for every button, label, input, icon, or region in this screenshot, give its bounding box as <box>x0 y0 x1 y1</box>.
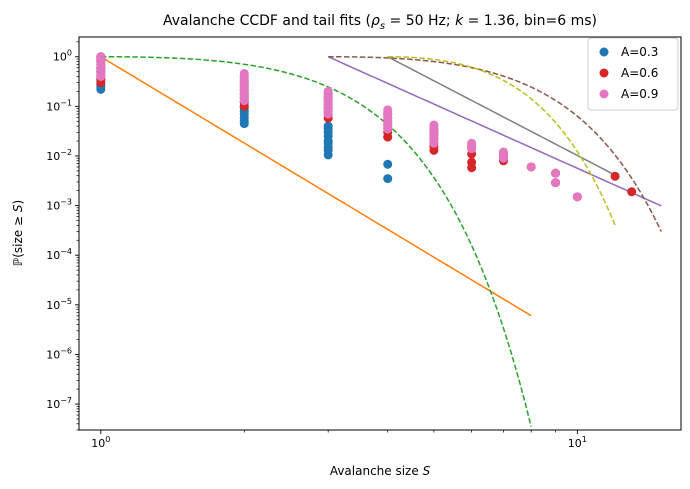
point-series-1 <box>239 119 249 129</box>
y-tick-label: 10−4 <box>46 247 72 262</box>
point-series-3 <box>572 192 582 202</box>
fit-line-2 <box>100 55 532 427</box>
legend-box <box>587 37 679 111</box>
point-series-2 <box>467 163 477 173</box>
point-series-3 <box>551 168 561 178</box>
point-series-2 <box>610 171 620 181</box>
y-tick-label: 100 <box>53 49 72 64</box>
legend-label: A=0.9 <box>621 87 658 101</box>
point-series-3 <box>323 109 333 119</box>
point-series-3 <box>239 96 249 106</box>
fit-line-4 <box>328 55 662 232</box>
point-series-3 <box>526 162 536 172</box>
fit-line-1 <box>100 56 532 317</box>
y-tick-label: 10−7 <box>46 396 72 411</box>
point-series-2 <box>383 132 393 142</box>
point-series-1 <box>383 159 393 169</box>
legend-marker <box>599 68 609 78</box>
point-series-3 <box>551 178 561 188</box>
point-series-1 <box>96 84 106 94</box>
point-series-2 <box>96 78 106 88</box>
point-series-2 <box>627 187 637 197</box>
point-series-3 <box>96 71 106 81</box>
fit-line-3 <box>327 56 662 207</box>
y-tick-label: 10−1 <box>46 98 72 113</box>
y-axis-label: ℙ(size ≥ S) <box>11 200 25 266</box>
x-tick-label: 100 <box>91 435 110 450</box>
chart-title: Avalanche CCDF and tail fits (ρs = 50 Hz… <box>163 13 597 32</box>
x-tick-label: 101 <box>568 435 587 450</box>
plot-frame <box>78 36 682 431</box>
point-series-3 <box>429 138 439 148</box>
point-series-3 <box>499 153 509 163</box>
y-tick-label: 10−5 <box>46 297 72 312</box>
fit-line-5 <box>387 56 616 176</box>
fit-line-6 <box>387 55 616 226</box>
y-tick-label: 10−6 <box>46 346 72 361</box>
point-series-1 <box>383 174 393 184</box>
legend-label: A=0.6 <box>621 66 658 80</box>
point-series-3 <box>383 124 393 134</box>
legend-label: A=0.3 <box>621 45 658 59</box>
x-axis-label: Avalanche size S <box>330 464 431 478</box>
legend-marker <box>599 47 609 57</box>
point-series-1 <box>323 150 333 160</box>
fit-lines <box>100 55 662 427</box>
legend: A=0.3 A=0.6 A=0.9 <box>587 37 679 111</box>
plot-area <box>79 37 681 430</box>
y-tick-label: 10−3 <box>46 198 72 213</box>
axis-ticks: 100 101 10−7 10−6 10−5 10−4 10−3 10−2 10−1 100 <box>46 41 587 450</box>
point-series-3 <box>467 144 477 154</box>
y-tick-label: 10−2 <box>46 148 72 163</box>
point-series-2 <box>429 145 439 155</box>
legend-marker <box>599 89 609 99</box>
data-points <box>96 52 637 202</box>
